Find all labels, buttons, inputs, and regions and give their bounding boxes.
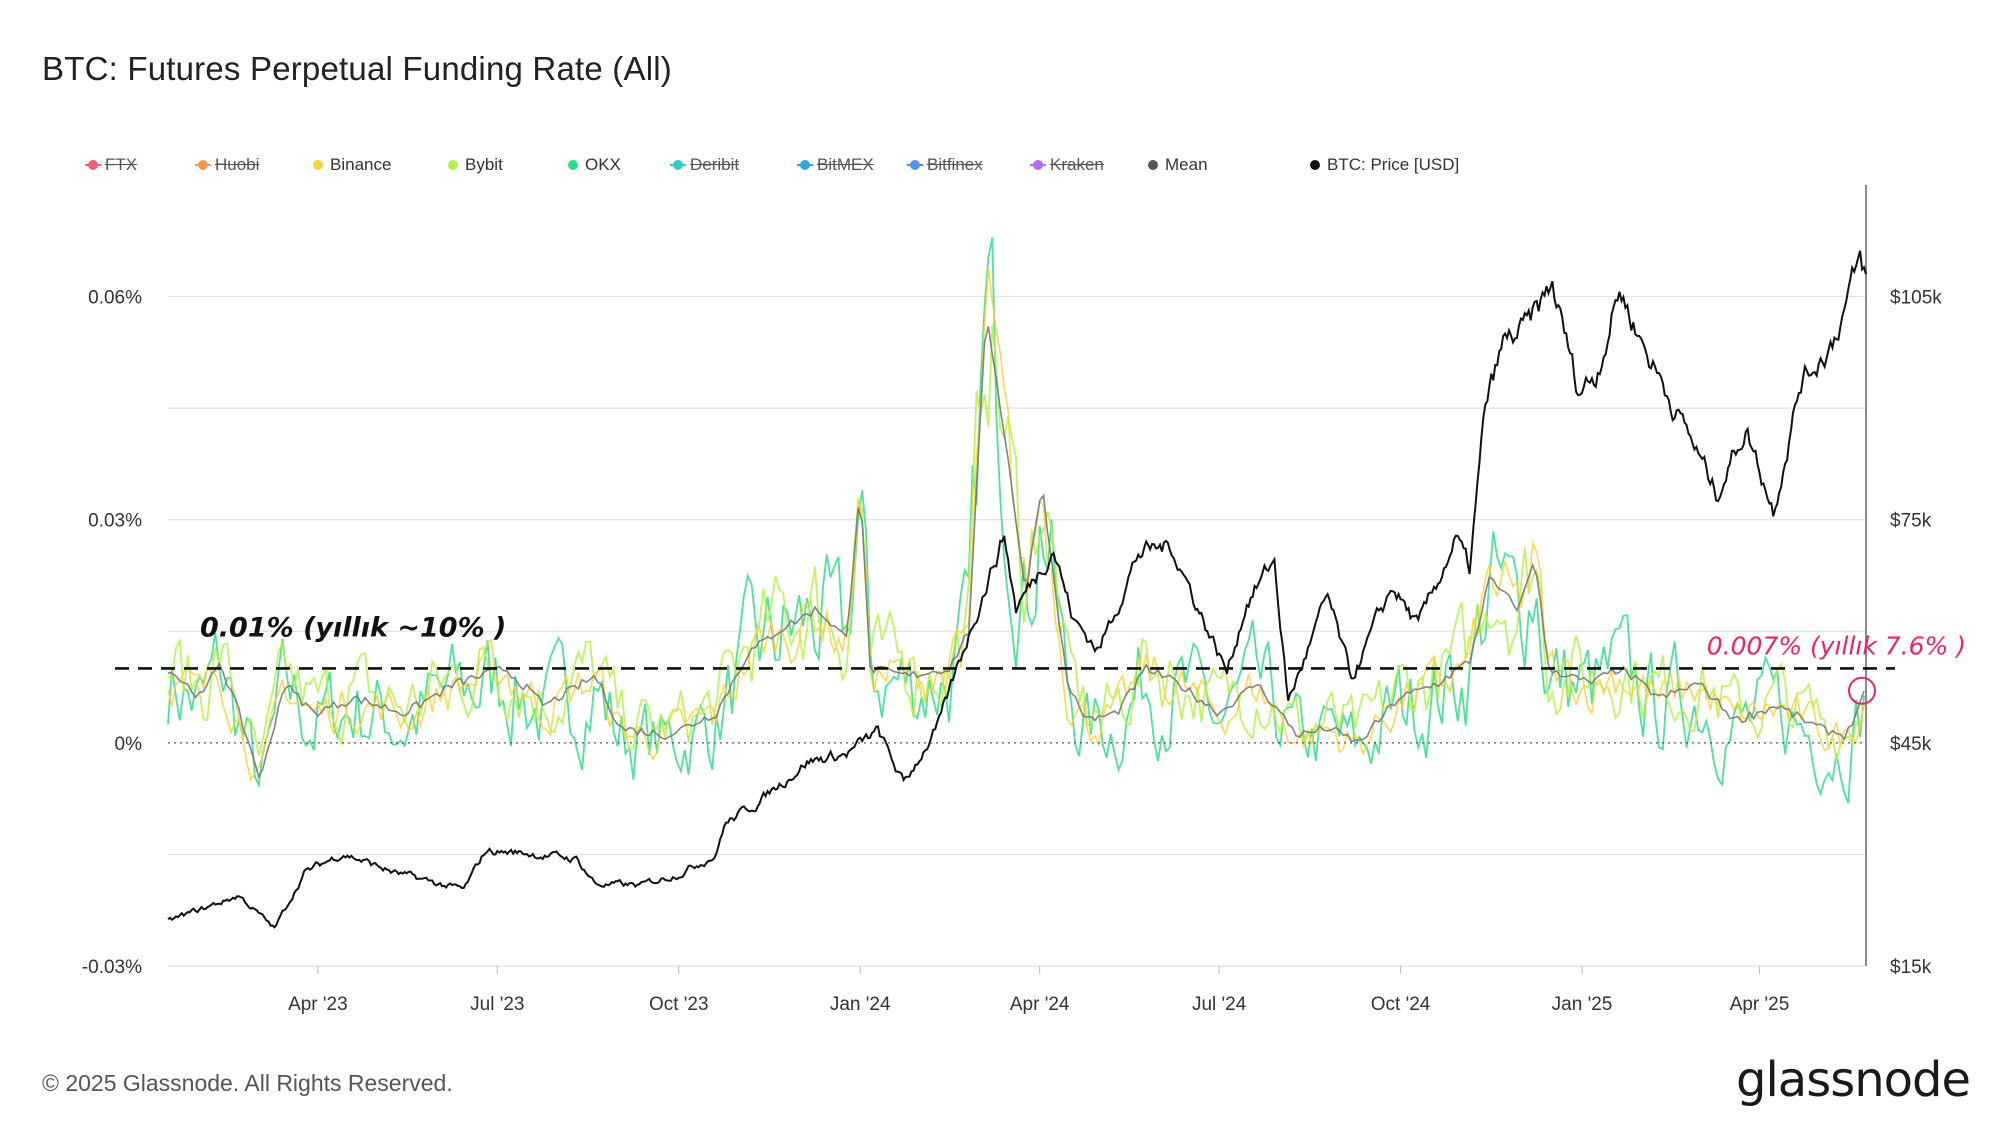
x-tick-label: Apr '24 — [1010, 994, 1070, 1015]
legend-dot — [907, 160, 923, 170]
x-tick-label: Jul '23 — [470, 994, 524, 1015]
legend-dot — [670, 160, 686, 170]
legend-label: Bitfinex — [927, 155, 983, 174]
x-axis-labels: Apr '23 Jul '23 Oct '23 Jan '24 Apr '24 Jul '… — [288, 966, 1789, 1015]
y-left-tick-label: -0.03% — [82, 957, 142, 978]
y-axis-right-labels: $105k $75k $45k $15k — [1890, 288, 1942, 978]
mean-series — [168, 326, 1865, 779]
legend-label: Huobi — [215, 155, 260, 174]
glassnode-logo: glassnode — [1735, 1052, 1971, 1108]
legend-item-btc-price-usd[interactable]: BTC: Price [USD] — [1310, 155, 1459, 175]
legend-item-bybit[interactable]: Bybit — [448, 155, 503, 175]
grid-lines — [168, 185, 1867, 967]
legend-dot — [313, 160, 323, 170]
y-left-tick-label: 0.03% — [88, 511, 142, 532]
x-tick-label: Jan '24 — [830, 994, 891, 1015]
x-tick-label: Apr '25 — [1730, 994, 1790, 1015]
x-tick-label: Jul '24 — [1192, 994, 1247, 1015]
legend-label: Binance — [330, 155, 392, 174]
legend-item-okx[interactable]: OKX — [568, 155, 621, 175]
legend-dot — [797, 160, 813, 170]
x-tick-label: Oct '23 — [649, 994, 709, 1015]
x-tick-label: Oct '24 — [1371, 994, 1431, 1015]
y-right-tick-label: $105k — [1890, 288, 1942, 309]
y-right-tick-label: $15k — [1890, 957, 1932, 978]
highlight-circle — [1848, 676, 1876, 705]
y-axis-left-labels: 0.06% 0.03% 0% -0.03% — [82, 288, 142, 978]
legend-dot — [85, 160, 101, 170]
legend-item-binance[interactable]: Binance — [313, 155, 391, 175]
legend-label: Kraken — [1050, 155, 1104, 174]
legend-item-ftx[interactable]: FTX — [85, 155, 138, 175]
y-left-tick-label: 0.06% — [88, 288, 142, 309]
legend-label: BTC: Price [USD] — [1327, 155, 1460, 174]
legend-label: Bybit — [465, 155, 503, 174]
legend-label: OKX — [585, 155, 621, 174]
legend-label: Mean — [1165, 155, 1208, 174]
legend-label: FTX — [105, 155, 138, 174]
legend-dot — [1148, 160, 1158, 170]
chart-title: BTC: Futures Perpetual Funding Rate (All… — [42, 50, 672, 87]
legend-label: Deribit — [690, 155, 740, 174]
legend-dot — [568, 160, 578, 170]
legend-dot — [1030, 160, 1046, 170]
legend-item-kraken[interactable]: Kraken — [1030, 155, 1104, 175]
legend-item-deribit[interactable]: Deribit — [670, 155, 740, 175]
legend-dot — [448, 160, 458, 170]
reference-lines — [115, 667, 1895, 744]
y-left-tick-label: 0% — [115, 734, 143, 755]
y-right-tick-label: $75k — [1890, 511, 1932, 532]
x-tick-label: Jan '25 — [1552, 994, 1613, 1015]
x-tick-label: Apr '23 — [288, 994, 348, 1015]
annotation-left: 0.01% (yıllık ~10% ) — [200, 612, 506, 643]
legend-dot — [1310, 160, 1320, 170]
legend-item-bitmex[interactable]: BitMEX — [797, 155, 874, 175]
copyright-text: © 2025 Glassnode. All Rights Reserved. — [42, 1070, 453, 1096]
btc-price-line — [167, 250, 1867, 929]
legend-dot — [195, 160, 211, 170]
btc-price-series — [167, 250, 1867, 929]
legend-item-huobi[interactable]: Huobi — [195, 155, 260, 175]
legend-label: BitMEX — [817, 155, 874, 174]
y-right-tick-label: $45k — [1890, 734, 1932, 755]
legend-item-bitfinex[interactable]: Bitfinex — [907, 155, 983, 175]
legend-item-mean[interactable]: Mean — [1148, 155, 1208, 175]
annotations: 0.01% (yıllık ~10% ) 0.007% (yıllık 7.6% … — [200, 612, 1966, 705]
mean-line — [168, 326, 1865, 779]
annotation-right: 0.007% (yıllık 7.6% ) — [1707, 631, 1966, 660]
